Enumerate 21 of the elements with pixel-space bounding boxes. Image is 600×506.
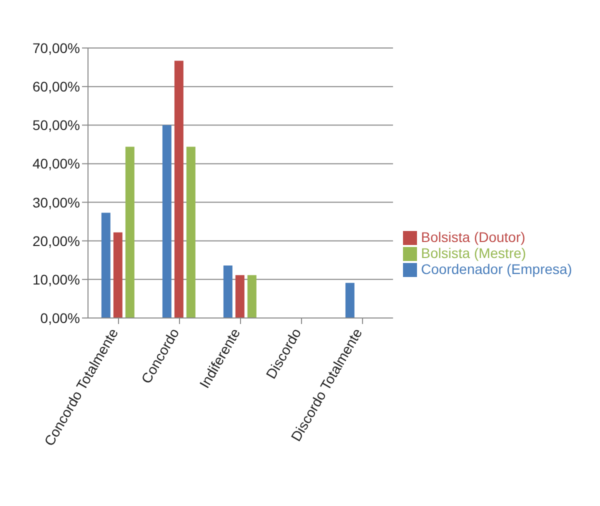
bar	[223, 266, 232, 318]
bar	[125, 146, 134, 318]
bar	[101, 212, 110, 318]
bar	[247, 275, 256, 318]
y-tick-label: 20,00%	[32, 232, 80, 249]
y-tick-label: 30,00%	[32, 194, 80, 210]
legend-label: Bolsista (Doutor)	[421, 228, 526, 245]
bar	[186, 146, 196, 318]
y-tick-label: 10,00%	[32, 271, 80, 288]
y-tick-label: 70,00%	[32, 40, 80, 56]
y-tick-label: 0,00%	[40, 310, 80, 326]
bar	[162, 125, 172, 318]
legend-label: Bolsista (Mestre)	[421, 244, 526, 261]
bar	[174, 60, 184, 318]
bar	[113, 232, 122, 318]
bar	[345, 282, 354, 318]
bar	[235, 275, 244, 318]
y-tick-label: 40,00%	[32, 156, 80, 172]
y-tick-label: 50,00%	[32, 117, 80, 134]
legend-label: Coordenador (Empresa)	[421, 261, 572, 278]
y-tick-label: 60,00%	[32, 78, 80, 95]
